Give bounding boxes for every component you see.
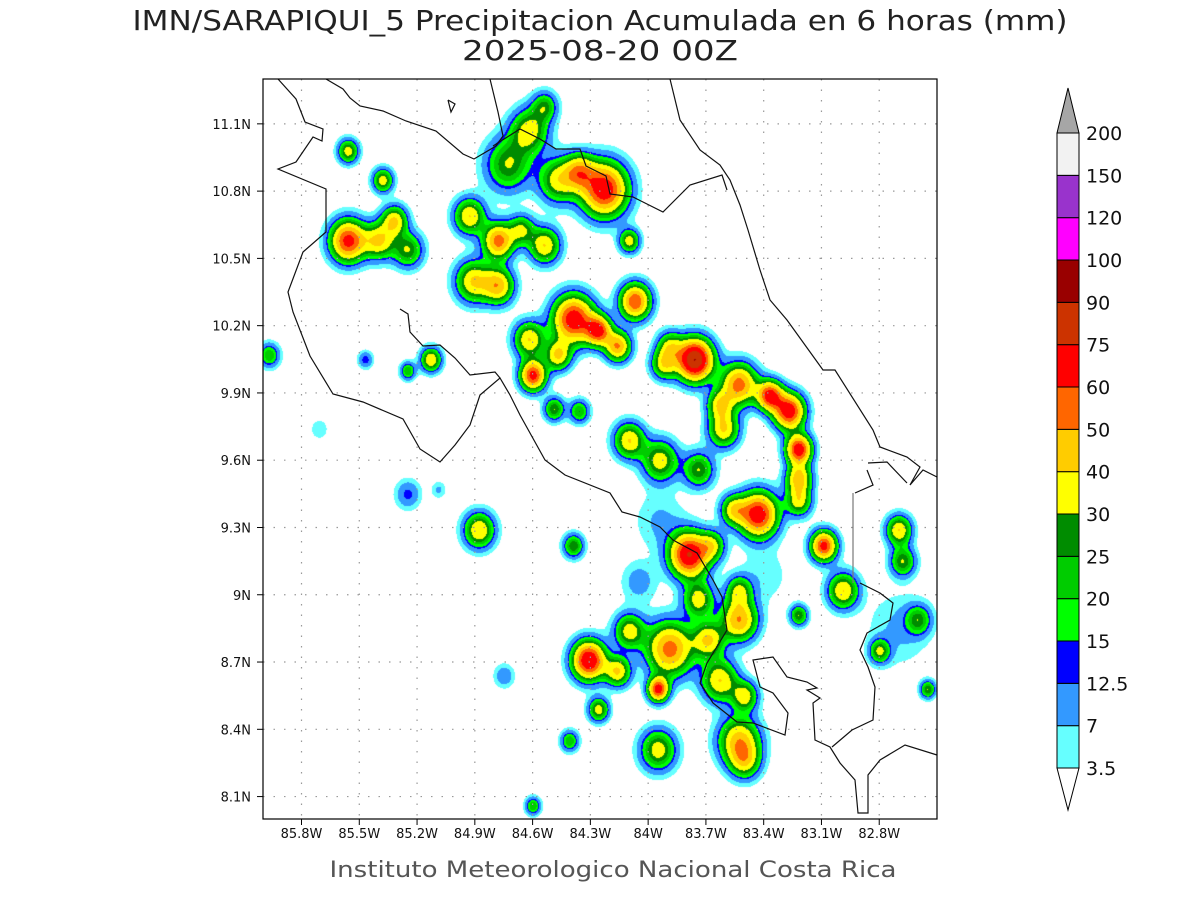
colorbar-label: 7: [1086, 716, 1098, 738]
x-tick-label: 85.5W: [338, 827, 380, 842]
x-tick-label: 83.4W: [743, 827, 785, 842]
y-tick-label: 10.2N: [212, 320, 251, 335]
y-tick-label: 10.5N: [212, 252, 251, 267]
coastlines: [276, 78, 938, 814]
y-tick-label: 9.6N: [221, 454, 251, 469]
coastline-segment: [867, 461, 908, 484]
coastline-segment: [276, 78, 938, 814]
colorbar-label: 60: [1086, 377, 1110, 399]
colorbar-swatch: [1056, 259, 1080, 303]
colorbar-swatch: [1056, 386, 1080, 430]
x-tick-label: 83.7W: [685, 827, 727, 842]
colorbar-swatch: [1056, 598, 1080, 642]
colorbar-label: 75: [1086, 335, 1110, 357]
y-tick-label: 8.7N: [221, 656, 251, 671]
x-tick-label: 84W: [633, 827, 663, 842]
y-tick-label: 8.1N: [221, 791, 251, 806]
colorbar-under-arrow: [1056, 767, 1080, 812]
x-tick-label: 84.3W: [569, 827, 611, 842]
x-tick-label: 83.1W: [801, 827, 843, 842]
colorbar-label: 3.5: [1086, 758, 1116, 780]
footer-credit: Instituto Meteorologico Nacional Costa R…: [330, 858, 897, 883]
map-frame: [262, 78, 938, 820]
colorbar-swatch: [1056, 471, 1080, 515]
colorbar-label: 90: [1086, 292, 1110, 314]
y-tick-label: 8.4N: [221, 723, 251, 738]
precipitation-field: [263, 79, 937, 819]
colorbar-swatch: [1056, 513, 1080, 557]
graticule: [263, 79, 937, 819]
colorbar-label: 120: [1086, 208, 1122, 230]
colorbar-swatch: [1056, 640, 1080, 684]
colorbar: 3.5 7 12.5 15 20 25 30 40 50 60 75 90 100 120 150 200: [1056, 87, 1128, 812]
colorbar-swatch: [1056, 174, 1080, 219]
colorbar-swatch: [1056, 555, 1080, 600]
longitude-axis: 85.8W 85.5W 85.2W 84.9W 84.6W 84.3W 84W 83.7W 83…: [281, 819, 900, 842]
map-subtitle: 2025-08-20 00Z: [462, 34, 738, 67]
x-tick-label: 85.8W: [281, 827, 323, 842]
colorbar-label: 200: [1086, 123, 1122, 145]
colorbar-label: 15: [1086, 631, 1110, 653]
latitude-axis: 11.1N 10.8N 10.5N 10.2N 9.9N 9.6N 9.3N 9N 8.7N 8.…: [212, 118, 263, 806]
colorbar-swatch: [1056, 344, 1080, 388]
colorbar-swatch: [1056, 132, 1080, 176]
colorbar-label: 40: [1086, 462, 1110, 484]
y-tick-label: 9N: [233, 589, 251, 604]
x-tick-label: 84.6W: [512, 827, 554, 842]
colorbar-label: 25: [1086, 546, 1110, 568]
colorbar-swatch: [1056, 428, 1080, 473]
y-tick-label: 9.3N: [221, 521, 251, 536]
x-tick-label: 84.9W: [454, 827, 496, 842]
y-tick-label: 11.1N: [212, 118, 251, 133]
map-title: IMN/SARAPIQUI_5 Precipitacion Acumulada …: [133, 4, 1068, 37]
x-tick-label: 82.8W: [858, 827, 900, 842]
coastline-segment: [854, 469, 874, 494]
colorbar-swatch: [1056, 725, 1080, 769]
coastline-segment: [447, 99, 456, 114]
colorbar-swatch: [1056, 682, 1080, 727]
y-tick-label: 9.9N: [221, 387, 251, 402]
coastline-segment: [831, 582, 894, 748]
colorbar-label: 150: [1086, 165, 1122, 187]
coastline-segment: [492, 128, 728, 213]
x-tick-label: 85.2W: [396, 827, 438, 842]
colorbar-swatch: [1056, 217, 1080, 261]
colorbar-label: 12.5: [1086, 673, 1128, 695]
colorbar-label: 50: [1086, 419, 1110, 441]
colorbar-swatch: [1056, 301, 1080, 346]
colorbar-over-arrow: [1056, 87, 1080, 134]
colorbar-label: 30: [1086, 504, 1110, 526]
colorbar-label: 20: [1086, 589, 1110, 611]
coastline-segment: [325, 78, 504, 160]
colorbar-label: 100: [1086, 250, 1122, 272]
y-tick-label: 10.8N: [212, 185, 251, 200]
coastline-segment: [669, 78, 938, 486]
coastline-segment: [399, 308, 501, 379]
